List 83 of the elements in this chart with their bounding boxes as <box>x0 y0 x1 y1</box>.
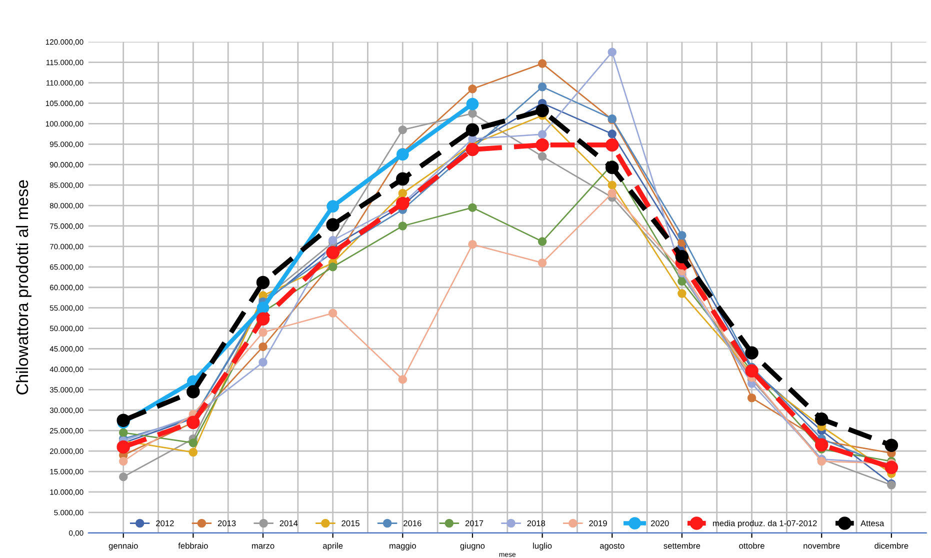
point <box>608 188 617 198</box>
point <box>256 302 270 314</box>
legend-label: Attesa <box>860 520 884 526</box>
x-tick-label: marzo <box>252 544 274 549</box>
point <box>745 364 758 378</box>
point <box>468 240 477 249</box>
x-tick-label: settembre <box>664 542 700 549</box>
point <box>258 358 268 367</box>
point <box>188 448 198 457</box>
legend-label: 2018 <box>527 520 546 526</box>
point <box>678 276 686 286</box>
x-tick-label: agosto <box>600 543 624 550</box>
point <box>468 84 477 94</box>
x-tick-label: novembre <box>804 542 840 549</box>
point <box>396 148 409 161</box>
legend-label: 2013 <box>218 520 236 526</box>
point <box>745 346 758 360</box>
point <box>678 289 686 298</box>
point <box>398 222 408 230</box>
point <box>398 125 408 134</box>
point <box>256 276 270 290</box>
legend-label: 2020 <box>651 520 669 526</box>
legend-label: 2016 <box>404 520 422 526</box>
x-tick-label: dicembre <box>874 542 908 549</box>
point <box>256 312 270 326</box>
point <box>606 160 619 174</box>
point <box>118 472 128 482</box>
x-tick-label: gennaio <box>108 542 138 550</box>
legend-label: 2012 <box>156 520 174 526</box>
point <box>747 393 756 402</box>
point <box>538 258 547 268</box>
point <box>675 250 689 264</box>
point <box>466 123 480 136</box>
point <box>538 59 547 68</box>
legend-label: 2017 <box>465 520 484 526</box>
point <box>814 438 828 452</box>
point <box>116 440 130 454</box>
point <box>328 262 338 272</box>
legend-label: 2019 <box>589 520 607 526</box>
point <box>536 138 549 152</box>
point <box>608 180 617 190</box>
legend-label: 2014 <box>280 520 298 526</box>
point <box>118 428 128 438</box>
point <box>258 342 268 352</box>
point <box>678 231 686 240</box>
point <box>466 142 480 156</box>
x-tick-label: febbraio <box>178 542 208 549</box>
legend-label: media produz. da 1-07-2012 <box>713 520 817 528</box>
point <box>608 48 617 56</box>
point <box>606 138 619 152</box>
point <box>186 416 200 430</box>
point <box>396 196 410 210</box>
point <box>466 98 479 110</box>
point <box>396 172 410 186</box>
point <box>188 438 198 448</box>
point <box>538 237 547 246</box>
x-tick-label: ottobre <box>739 542 764 549</box>
legend-label: 2015 <box>342 520 360 526</box>
point <box>186 385 200 398</box>
point <box>814 412 828 426</box>
y-axis-title: Chilowattora prodotti al mese <box>16 180 32 394</box>
x-tick-label: aprile <box>322 542 343 550</box>
point <box>398 188 408 198</box>
point <box>326 246 340 260</box>
point <box>118 456 128 466</box>
point <box>538 82 547 92</box>
point <box>468 203 477 212</box>
point <box>538 152 547 161</box>
x-tick-label: luglio <box>533 542 552 550</box>
x-tick-label: giugno <box>460 542 485 550</box>
point <box>536 104 549 118</box>
point <box>258 328 268 337</box>
point <box>538 130 547 139</box>
point <box>468 109 477 118</box>
point <box>398 375 408 384</box>
point <box>884 438 898 452</box>
point <box>326 218 340 232</box>
point <box>608 130 617 138</box>
x-tick-label: maggio <box>390 542 416 550</box>
point <box>326 200 340 213</box>
point <box>884 460 898 474</box>
point <box>116 414 130 427</box>
point <box>328 308 338 318</box>
